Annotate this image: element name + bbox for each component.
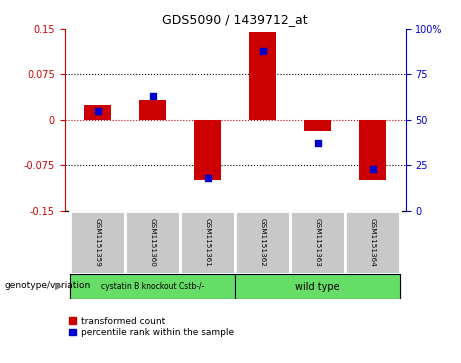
Point — [204, 175, 211, 181]
Bar — [249, 32, 277, 120]
Bar — [235, 211, 290, 274]
Title: GDS5090 / 1439712_at: GDS5090 / 1439712_at — [162, 13, 308, 26]
Text: genotype/variation: genotype/variation — [5, 281, 91, 290]
Point — [259, 48, 266, 54]
Bar — [139, 101, 166, 120]
Bar — [359, 120, 386, 180]
Text: GSM1151359: GSM1151359 — [95, 218, 100, 267]
Bar — [125, 211, 180, 274]
Text: GSM1151362: GSM1151362 — [260, 218, 266, 267]
Bar — [84, 105, 111, 120]
Text: ▶: ▶ — [55, 281, 62, 291]
Bar — [345, 211, 400, 274]
Bar — [70, 211, 125, 274]
Text: GSM1151363: GSM1151363 — [315, 218, 321, 267]
Bar — [194, 120, 221, 180]
Bar — [180, 211, 235, 274]
Legend: transformed count, percentile rank within the sample: transformed count, percentile rank withi… — [69, 317, 234, 337]
Text: wild type: wild type — [296, 282, 340, 292]
Bar — [70, 274, 235, 299]
Text: GSM1151360: GSM1151360 — [149, 218, 155, 267]
Text: GSM1151361: GSM1151361 — [205, 218, 211, 267]
Text: cystatin B knockout Cstb-/-: cystatin B knockout Cstb-/- — [101, 282, 204, 291]
Bar — [290, 211, 345, 274]
Point — [314, 140, 321, 146]
Bar — [235, 274, 400, 299]
Bar — [304, 120, 331, 131]
Point — [94, 108, 101, 114]
Point — [149, 93, 156, 99]
Text: GSM1151364: GSM1151364 — [370, 218, 376, 267]
Point — [369, 166, 376, 172]
